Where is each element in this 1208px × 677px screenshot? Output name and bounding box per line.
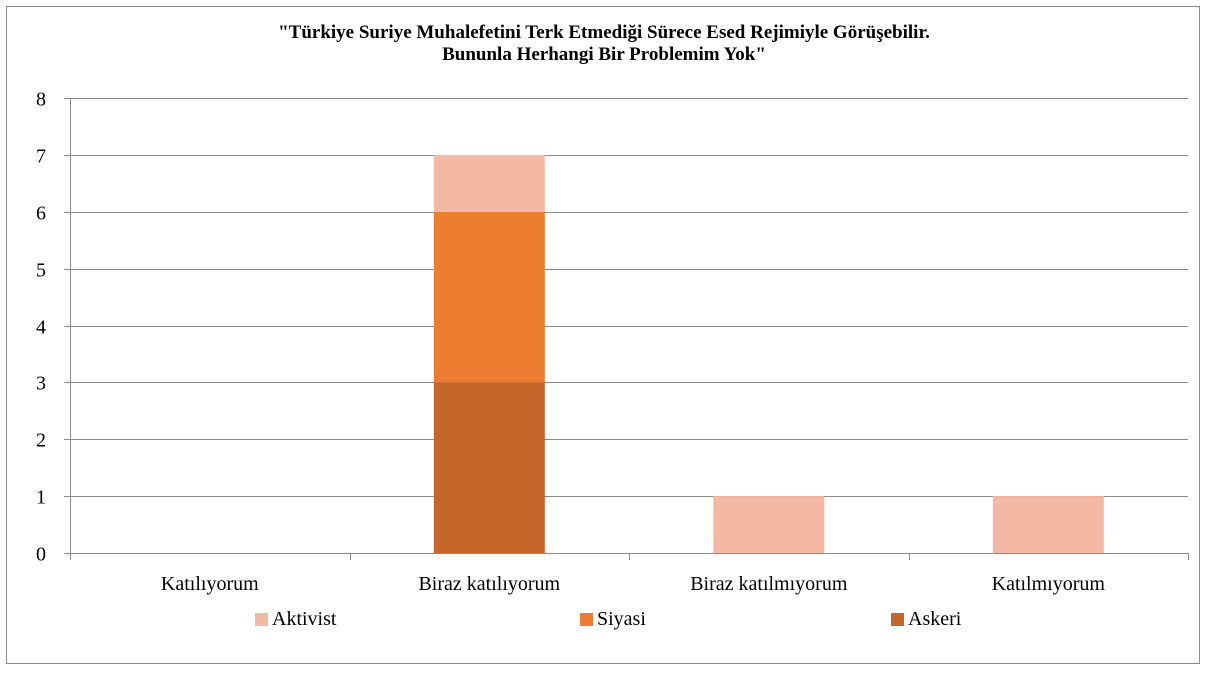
x-tick-label: Biraz katılıyorum (418, 573, 560, 595)
y-tick-label: 8 (36, 89, 46, 111)
bar-siyasi-1 (433, 211, 545, 383)
x-tick-label: Biraz katılmıyorum (690, 573, 848, 595)
gridlines (70, 98, 1188, 497)
y-tick-label: 1 (36, 487, 46, 509)
axes (64, 98, 1189, 560)
legend-label: Askeri (908, 608, 962, 630)
legend-swatch (580, 613, 593, 626)
y-tick-label: 6 (36, 203, 46, 225)
y-tick-label: 3 (36, 373, 46, 395)
legend: Aktivist Siyasi Askeri (0, 608, 1208, 634)
chart-title-line-2: Bununla Herhangi Bir Problemim Yok" (442, 44, 766, 65)
y-tick-label: 7 (36, 146, 46, 168)
x-tick-label: Katılmıyorum (992, 573, 1106, 595)
legend-swatch (891, 613, 904, 626)
x-tick-labels: Katılıyorum Biraz katılıyorum Biraz katılm… (161, 573, 1105, 595)
legend-item-aktivist: Aktivist (255, 608, 336, 631)
y-tick-labels: 0 1 2 3 4 5 6 7 8 (36, 89, 46, 566)
x-tick-label: Katılıyorum (161, 573, 259, 595)
legend-label: Aktivist (272, 608, 337, 630)
legend-swatch (255, 613, 268, 626)
y-tick-label: 5 (36, 260, 46, 282)
y-tick-label: 0 (36, 544, 46, 566)
bars (433, 154, 1104, 553)
bar-aktivist-2 (713, 496, 825, 553)
chart-frame (6, 6, 1200, 664)
y-tick-label: 2 (36, 430, 46, 452)
legend-label: Siyasi (597, 608, 646, 630)
chart-title-line-1: "Türkiye Suriye Muhalefetini Terk Etmedi… (278, 22, 930, 43)
y-tick-label: 4 (36, 317, 46, 339)
legend-item-siyasi: Siyasi (580, 608, 646, 631)
bar-aktivist-1 (433, 154, 545, 212)
legend-item-askeri: Askeri (891, 608, 961, 631)
chart-title: "Türkiye Suriye Muhalefetini Terk Etmedi… (0, 22, 1208, 66)
bar-aktivist-3 (992, 496, 1104, 553)
bar-askeri-1 (433, 382, 545, 553)
